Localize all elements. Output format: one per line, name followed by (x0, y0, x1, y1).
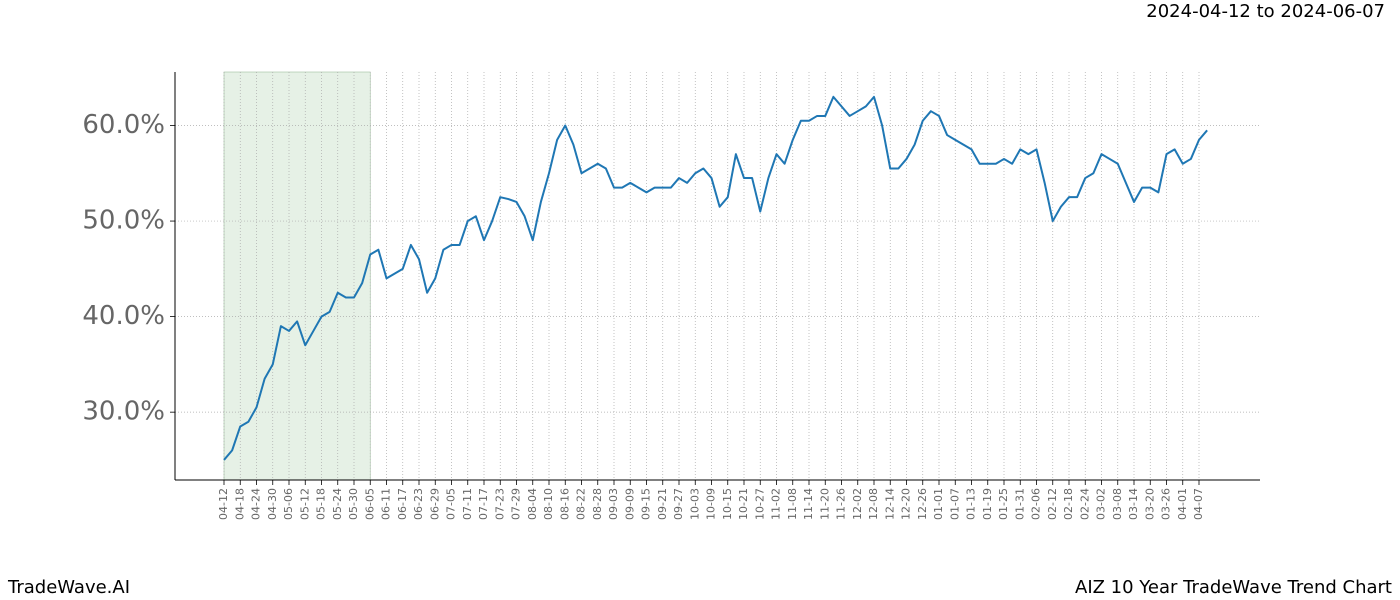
x-tick-label: 03-26 (1160, 488, 1173, 520)
x-tick-label: 10-21 (737, 488, 750, 520)
x-tick-label: 08-04 (526, 488, 539, 520)
x-tick-label: 07-05 (445, 488, 458, 520)
x-tick-label: 11-26 (835, 488, 848, 520)
x-tick-label: 09-09 (623, 488, 636, 520)
x-tick-label: 01-07 (948, 488, 961, 520)
x-tick-label: 12-02 (851, 488, 864, 520)
x-tick-label: 11-14 (802, 488, 815, 520)
x-tick-label: 03-20 (1143, 488, 1156, 520)
x-tick-label: 01-01 (932, 488, 945, 520)
x-tick-label: 03-08 (1111, 488, 1124, 520)
x-tick-label: 08-10 (542, 488, 555, 520)
y-tick-label: 30.0% (82, 397, 165, 427)
x-tick-label: 12-20 (900, 488, 913, 520)
x-tick-label: 09-03 (607, 488, 620, 520)
x-tick-label: 01-19 (981, 488, 994, 520)
x-tick-label: 10-15 (721, 488, 734, 520)
x-tick-label: 05-06 (282, 488, 295, 520)
x-tick-label: 03-02 (1095, 488, 1108, 520)
x-tick-label: 04-30 (266, 488, 279, 520)
x-tick-label: 01-31 (1013, 488, 1026, 520)
y-tick-label: 40.0% (82, 301, 165, 331)
x-tick-label: 06-23 (412, 488, 425, 520)
footer-left: TradeWave.AI (7, 577, 130, 598)
x-tick-label: 12-14 (883, 488, 896, 520)
x-tick-label: 02-24 (1078, 488, 1091, 520)
x-tick-label: 05-18 (315, 488, 328, 520)
x-tick-label: 04-01 (1176, 488, 1189, 520)
x-tick-label: 06-05 (363, 488, 376, 520)
x-tick-label: 07-11 (461, 488, 474, 520)
x-tick-label: 10-03 (688, 488, 701, 520)
x-tick-label: 08-22 (575, 488, 588, 520)
x-tick-label: 11-08 (786, 488, 799, 520)
x-tick-label: 01-13 (965, 488, 978, 520)
x-tick-label: 04-18 (233, 488, 246, 520)
x-tick-label: 02-12 (1046, 488, 1059, 520)
x-tick-label: 07-17 (477, 488, 490, 520)
x-tick-label: 11-02 (770, 488, 783, 520)
x-tick-label: 04-24 (250, 488, 263, 520)
x-tick-label: 05-24 (331, 488, 344, 520)
x-tick-label: 03-14 (1127, 488, 1140, 520)
x-tick-label: 07-23 (493, 488, 506, 520)
x-tick-label: 10-27 (753, 488, 766, 520)
x-tick-label: 06-11 (380, 488, 393, 520)
highlight-span (223, 71, 371, 481)
x-tick-label: 11-20 (818, 488, 831, 520)
x-tick-label: 09-21 (656, 488, 669, 520)
x-tick-label: 12-26 (916, 488, 929, 520)
chart-subtitle: 2024-04-12 to 2024-06-07 (1146, 1, 1385, 22)
x-tick-label: 10-09 (705, 488, 718, 520)
x-tick-label: 06-17 (396, 488, 409, 520)
x-tick-label: 09-15 (640, 488, 653, 520)
x-tick-label: 02-06 (1030, 488, 1043, 520)
x-tick-label: 07-29 (510, 488, 523, 520)
x-tick-label: 08-28 (591, 488, 604, 520)
y-tick-label: 60.0% (82, 110, 165, 140)
x-tick-label: 01-25 (997, 488, 1010, 520)
x-tick-label: 04-07 (1192, 488, 1205, 520)
x-tick-label: 05-12 (298, 488, 311, 520)
footer-right: AIZ 10 Year TradeWave Trend Chart (1075, 577, 1392, 598)
x-tick-label: 04-12 (217, 488, 230, 520)
x-tick-label: 05-30 (347, 488, 360, 520)
x-tick-label: 08-16 (558, 488, 571, 520)
x-tick-label: 09-27 (672, 488, 685, 520)
x-tick-label: 12-08 (867, 488, 880, 520)
x-tick-label: 06-29 (428, 488, 441, 520)
trend-line (223, 95, 1208, 461)
x-tick-label: 02-18 (1062, 488, 1075, 520)
y-tick-label: 50.0% (82, 206, 165, 236)
